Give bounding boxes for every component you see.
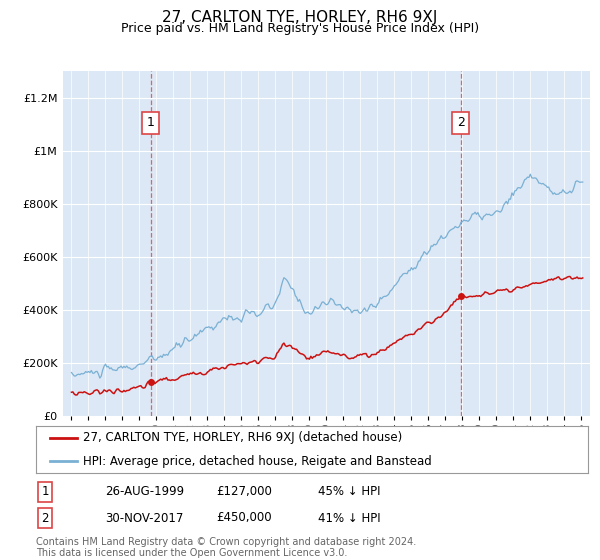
Text: £127,000: £127,000 <box>216 485 272 498</box>
Point <box>46 458 53 465</box>
Text: 41% ↓ HPI: 41% ↓ HPI <box>318 511 380 525</box>
Text: 2: 2 <box>41 511 49 525</box>
Text: 45% ↓ HPI: 45% ↓ HPI <box>318 485 380 498</box>
Text: 27, CARLTON TYE, HORLEY, RH6 9XJ (detached house): 27, CARLTON TYE, HORLEY, RH6 9XJ (detach… <box>83 431 402 444</box>
Text: 30-NOV-2017: 30-NOV-2017 <box>105 511 184 525</box>
Text: 1: 1 <box>41 485 49 498</box>
Text: 26-AUG-1999: 26-AUG-1999 <box>105 485 184 498</box>
Text: Price paid vs. HM Land Registry's House Price Index (HPI): Price paid vs. HM Land Registry's House … <box>121 22 479 35</box>
Text: HPI: Average price, detached house, Reigate and Banstead: HPI: Average price, detached house, Reig… <box>83 455 431 468</box>
Text: Contains HM Land Registry data © Crown copyright and database right 2024.
This d: Contains HM Land Registry data © Crown c… <box>36 536 416 558</box>
Point <box>46 434 53 441</box>
Text: 27, CARLTON TYE, HORLEY, RH6 9XJ: 27, CARLTON TYE, HORLEY, RH6 9XJ <box>163 10 437 25</box>
Text: £450,000: £450,000 <box>216 511 272 525</box>
Text: 1: 1 <box>146 116 154 129</box>
Text: 2: 2 <box>457 116 464 129</box>
Point <box>74 434 81 441</box>
Point <box>74 458 81 465</box>
